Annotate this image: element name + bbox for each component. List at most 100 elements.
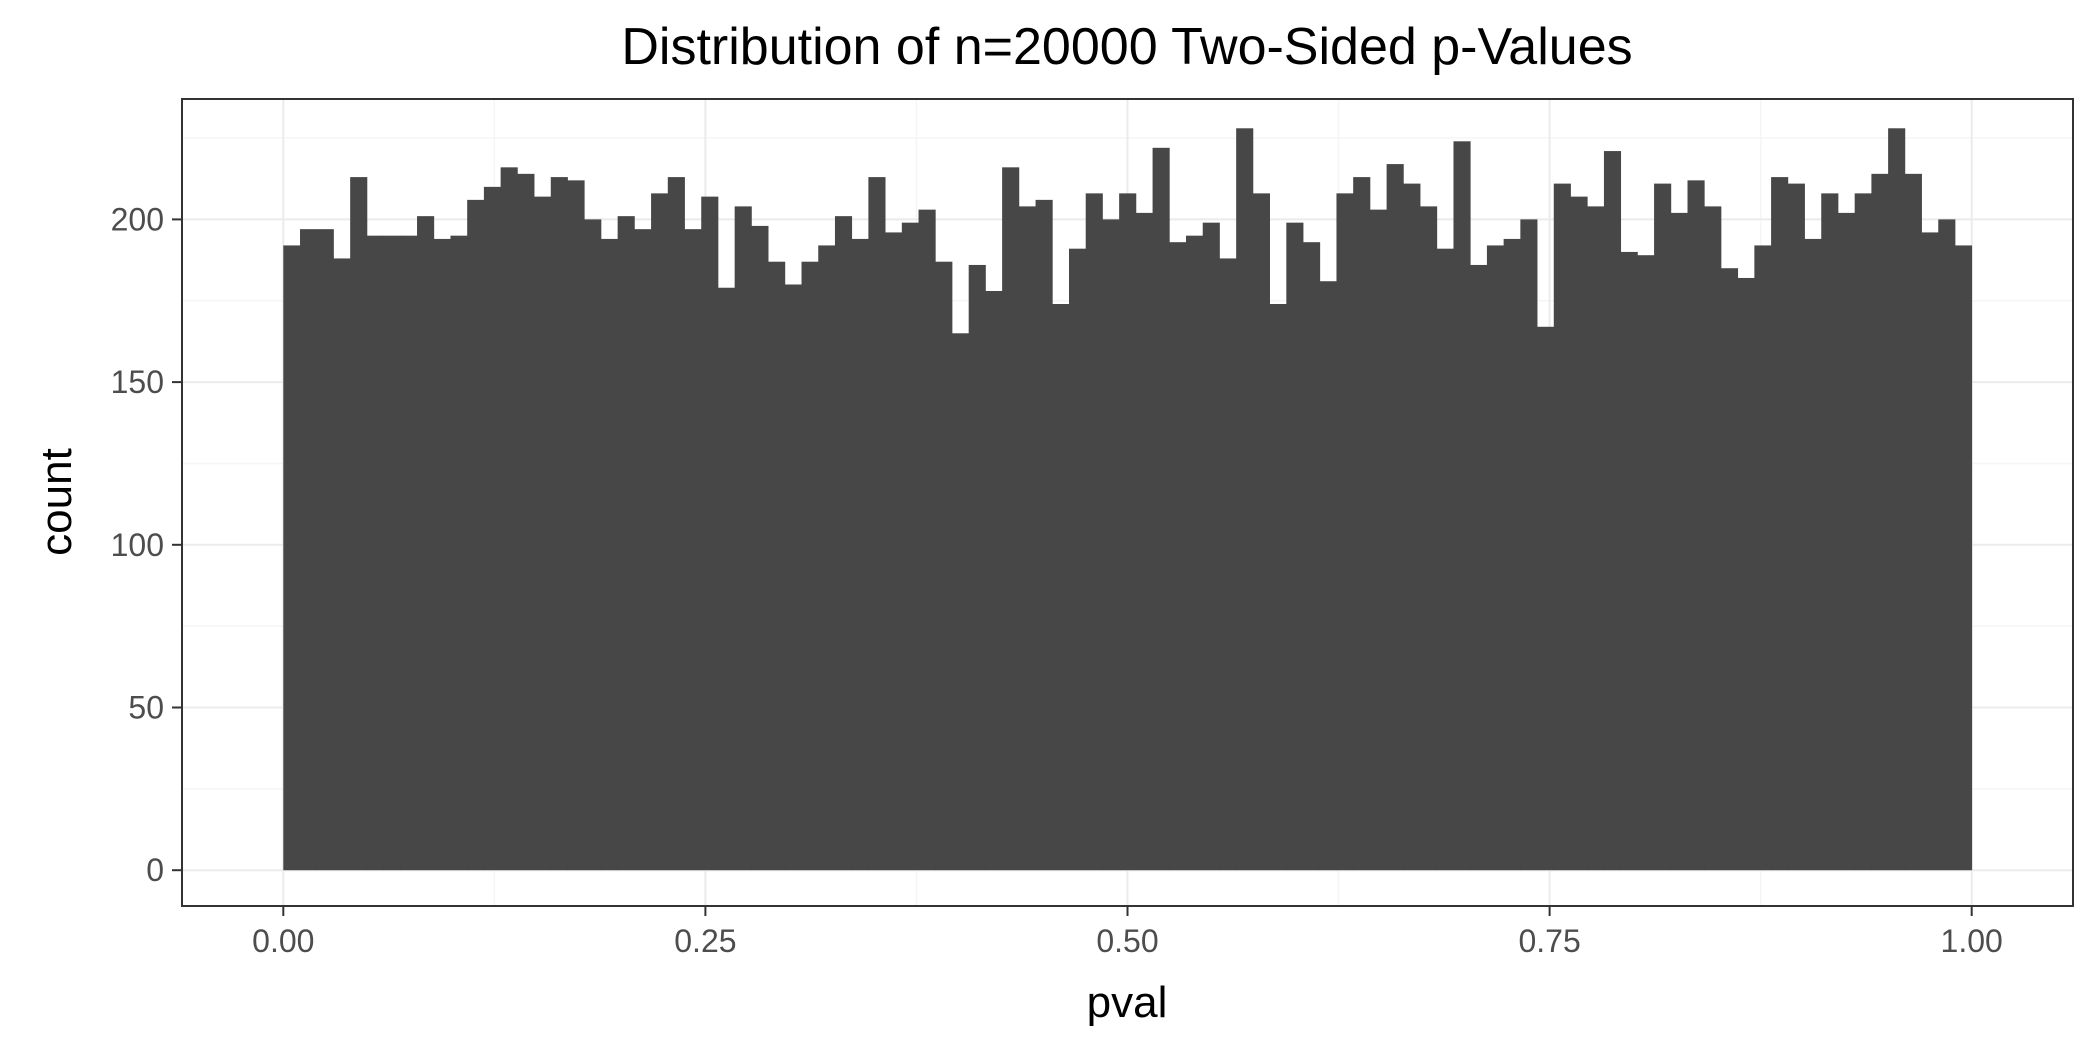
histogram-bar — [1052, 304, 1070, 871]
y-tick-label: 0 — [146, 852, 164, 888]
histogram-bar — [1720, 268, 1739, 871]
histogram-bar — [1603, 151, 1622, 871]
histogram-bar — [366, 235, 385, 871]
histogram-bar — [1704, 206, 1722, 871]
histogram-bar — [1754, 245, 1772, 871]
histogram-bar — [433, 238, 451, 871]
histogram-bar — [1620, 251, 1638, 871]
histogram-bar — [1938, 219, 1956, 871]
histogram-bar — [851, 238, 869, 871]
histogram-bar — [517, 173, 535, 871]
histogram-bar — [1035, 199, 1053, 871]
axes: 0.00 0.25 0.50 0.75 1.00 0 50 100 150 200 — [111, 201, 2003, 959]
histogram-bar — [1436, 248, 1454, 871]
histogram-bar — [584, 219, 602, 871]
histogram-bar — [868, 177, 886, 871]
histogram-bar — [1854, 193, 1872, 871]
histogram-bar — [1904, 173, 1922, 871]
histogram-bar — [918, 209, 936, 871]
histogram-bar — [467, 199, 485, 871]
histogram-bar — [1068, 248, 1087, 871]
histogram-bar — [1503, 238, 1521, 871]
histogram-bar — [1303, 242, 1321, 871]
histogram-bar — [1637, 255, 1655, 871]
histogram-bar — [1837, 212, 1856, 871]
histogram-bar — [834, 216, 853, 871]
histogram-bar — [1219, 258, 1237, 871]
histogram-bar — [333, 258, 351, 871]
x-axis-title: pval — [1087, 978, 1168, 1027]
histogram-bar — [1821, 193, 1839, 871]
histogram-bar — [1453, 141, 1471, 871]
histogram-bar — [1654, 183, 1672, 871]
histogram-bar — [885, 232, 903, 871]
histogram-bar — [1954, 245, 1973, 871]
histogram-bar — [1871, 173, 1889, 871]
histogram-bar — [717, 287, 736, 871]
histogram-bar — [483, 186, 502, 871]
histogram-bar — [818, 245, 836, 871]
histogram-bar — [567, 180, 585, 871]
histogram-bar — [985, 290, 1003, 871]
histogram-bar — [1470, 264, 1488, 871]
histogram-bar — [684, 229, 702, 871]
histogram-bar — [417, 216, 435, 871]
histogram-bar — [1002, 167, 1020, 871]
histogram-bar — [1236, 128, 1254, 871]
y-axis-title: count — [32, 448, 81, 556]
histogram-bar — [1888, 128, 1906, 871]
histogram-bar — [784, 284, 802, 871]
x-tick-label: 0.75 — [1518, 923, 1580, 959]
histogram-bar — [701, 196, 719, 871]
histogram-bar — [534, 196, 552, 871]
histogram-bar — [1520, 219, 1538, 871]
x-tick-label: 0.50 — [1096, 923, 1158, 959]
histogram-bar — [1269, 304, 1287, 871]
histogram-bar — [383, 235, 401, 871]
x-tick-label: 0.25 — [674, 923, 736, 959]
histogram-bar — [968, 264, 986, 871]
histogram-bar — [600, 238, 619, 871]
histogram-bar — [1018, 206, 1036, 871]
histogram-bar — [751, 225, 769, 871]
histogram-bar — [550, 177, 568, 871]
histogram-bar — [1587, 206, 1605, 871]
histogram-bar — [1202, 222, 1220, 871]
histogram-bar — [1369, 209, 1388, 871]
histogram-bar — [801, 261, 819, 871]
histogram-bar — [768, 261, 786, 871]
histogram-bar — [450, 235, 468, 871]
histogram-bar — [1336, 193, 1354, 871]
x-tick-label: 1.00 — [1941, 923, 2003, 959]
histogram-bar — [300, 229, 318, 871]
histogram-bar — [617, 216, 635, 871]
histogram-bar — [935, 261, 953, 871]
histogram-bar — [1252, 193, 1270, 871]
histogram-bar — [1319, 281, 1337, 871]
histogram-bar — [1102, 219, 1120, 871]
histogram-bar — [1687, 180, 1705, 871]
histogram-bar — [1386, 164, 1404, 871]
y-tick-label: 50 — [128, 690, 164, 726]
histogram-bar — [1771, 177, 1789, 871]
histogram-bars — [283, 128, 1973, 871]
histogram-bar — [400, 235, 418, 871]
histogram-bar — [1169, 242, 1187, 871]
histogram-bar — [1119, 193, 1137, 871]
histogram-bar — [1135, 212, 1153, 871]
histogram-bar — [350, 177, 368, 871]
histogram-bar — [1553, 183, 1571, 871]
histogram-bar — [1804, 238, 1822, 871]
chart-title: Distribution of n=20000 Two-Sided p-Valu… — [621, 18, 1632, 76]
histogram-bar — [951, 333, 970, 871]
histogram-bar — [1186, 235, 1204, 871]
y-tick-label: 100 — [111, 527, 164, 563]
histogram-bar — [283, 245, 301, 871]
histogram-bar — [634, 229, 652, 871]
histogram-bar — [1787, 183, 1805, 871]
histogram-bar — [1737, 277, 1755, 871]
y-tick-label: 200 — [111, 201, 164, 237]
histogram-bar — [1670, 212, 1688, 871]
histogram-bar — [667, 177, 685, 871]
